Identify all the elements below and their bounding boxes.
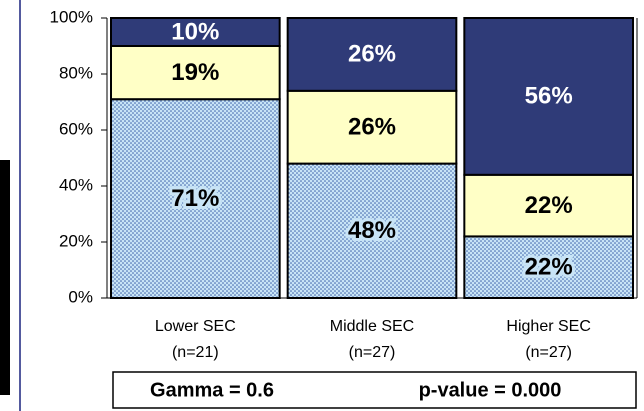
y-tick-label: 100% — [50, 7, 93, 26]
bar-segment — [110, 17, 281, 47]
x-tick-label: Higher SEC — [506, 318, 590, 335]
bar-segment — [110, 45, 281, 101]
value-label: 22% — [525, 192, 573, 219]
p-value-label: p-value = 0.000 — [419, 379, 562, 401]
x-tick-label: Middle SEC — [330, 318, 414, 335]
value-label: 26% — [348, 114, 396, 141]
value-label: 48% — [348, 217, 396, 244]
value-label: 71% — [171, 185, 219, 212]
y-tick-label: 60% — [59, 119, 93, 138]
stats-box — [112, 371, 637, 409]
value-label: 10% — [171, 18, 219, 45]
value-label: 22% — [525, 254, 573, 281]
y-tick-label: 80% — [59, 63, 93, 82]
bar-segment — [286, 17, 458, 92]
value-label: 19% — [171, 59, 219, 86]
x-tick-label: Lower SEC — [155, 318, 236, 335]
x-tick-note: (n=21) — [172, 344, 219, 361]
bar-segment — [110, 98, 281, 299]
bar-segment — [463, 173, 635, 238]
value-label: 56% — [525, 83, 573, 110]
y-tick-label: 40% — [59, 175, 93, 194]
plot: 0% 20% 40% 60% 80% 100% 71% 19% 10% Lower SEC (n=2… — [50, 7, 638, 361]
y-tick-label: 0% — [68, 287, 93, 306]
x-tick-note: (n=27) — [349, 344, 396, 361]
gamma-label: Gamma = 0.6 — [150, 379, 274, 401]
side-bar — [0, 160, 10, 395]
y-tick-label: 20% — [59, 231, 93, 250]
x-tick-note: (n=27) — [525, 344, 572, 361]
value-label: 26% — [348, 41, 396, 68]
bar-segment — [463, 17, 635, 176]
